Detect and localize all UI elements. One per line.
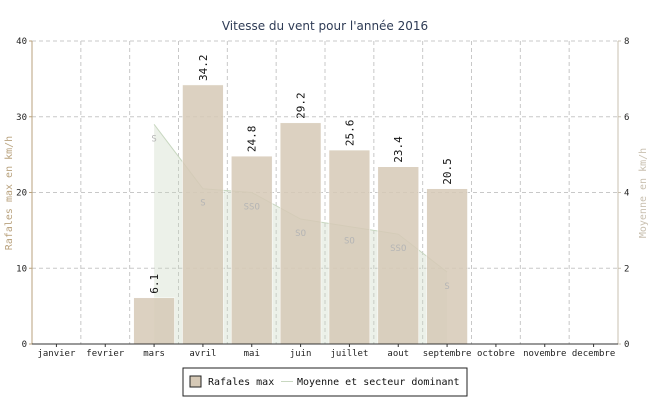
x-tick-label: mai [244,349,260,359]
grid-lines [32,40,618,344]
right-tick-label: 8 [624,37,629,47]
bar-value-labels: 6.1 34.2 24.8 29.2 25.6 23.4 20.5 [148,54,454,293]
legend-label-area: Moyenne et secteur dominant [297,377,460,388]
bar-septembre [426,188,468,345]
bar-avril [182,84,224,345]
x-tick-label: fevrier [86,349,125,359]
sector-label-juillet: SO [344,237,355,247]
legend-label-bars: Rafales max [208,377,274,388]
right-tick-label: 2 [624,264,629,274]
legend: Rafales max Moyenne et secteur dominant [182,367,468,397]
y-axis-label-right: Moyenne en km/h [638,148,649,238]
x-tick-label: aout [387,349,409,359]
x-tick-label: juin [290,349,312,359]
bar-value-label-juillet: 25.6 [343,120,356,147]
left-tick-label: 20 [16,189,27,199]
bar-mai [231,155,273,345]
x-axis-ticks: janvier fevrier mars avril mai juin juillet aou… [37,344,615,359]
sector-label-mai: SSO [244,203,260,213]
bar-aout [377,166,419,345]
sector-labels: S S SSO SO SO SSO S [151,134,449,292]
left-axis-ticks: 0 10 20 30 40 [16,37,32,350]
legend-box [182,367,468,397]
x-tick-label: novembre [523,349,566,359]
y-axis-label-left: Rafales max en km/h [4,136,15,250]
bar-value-label-mars: 6.1 [148,274,161,294]
chart-title: Vitesse du vent pour l'année 2016 [222,19,428,33]
right-tick-label: 4 [624,189,629,199]
legend-swatch-bars [189,375,202,388]
bar-value-label-avril: 34.2 [197,54,210,81]
left-tick-label: 30 [16,113,27,123]
right-axis-ticks: 0 2 4 6 8 [618,37,629,350]
bar-value-label-septembre: 20.5 [441,158,454,185]
x-tick-label: septembre [423,349,472,359]
bar-series [133,84,468,345]
x-tick-label: janvier [37,349,76,359]
sector-label-mars: S [151,134,156,144]
sector-label-avril: S [200,199,205,209]
bar-juillet [328,149,371,345]
x-tick-label: juillet [330,349,368,359]
bar-value-label-mai: 24.8 [246,126,259,153]
sector-label-aout: SSO [390,244,406,254]
left-tick-label: 10 [16,264,27,274]
x-tick-label: decembre [572,349,615,359]
x-tick-label: octobre [477,349,515,359]
right-tick-label: 0 [624,340,629,350]
right-tick-label: 6 [624,113,629,123]
sector-label-septembre: S [444,282,449,292]
left-tick-label: 0 [22,340,27,350]
x-tick-label: mars [143,349,165,359]
sector-label-juin: SO [295,229,306,239]
bar-value-label-aout: 23.4 [392,136,405,163]
x-tick-label: avril [189,349,216,359]
bar-value-label-juin: 29.2 [295,92,308,119]
left-tick-label: 40 [16,37,27,47]
bar-mars [133,297,175,345]
